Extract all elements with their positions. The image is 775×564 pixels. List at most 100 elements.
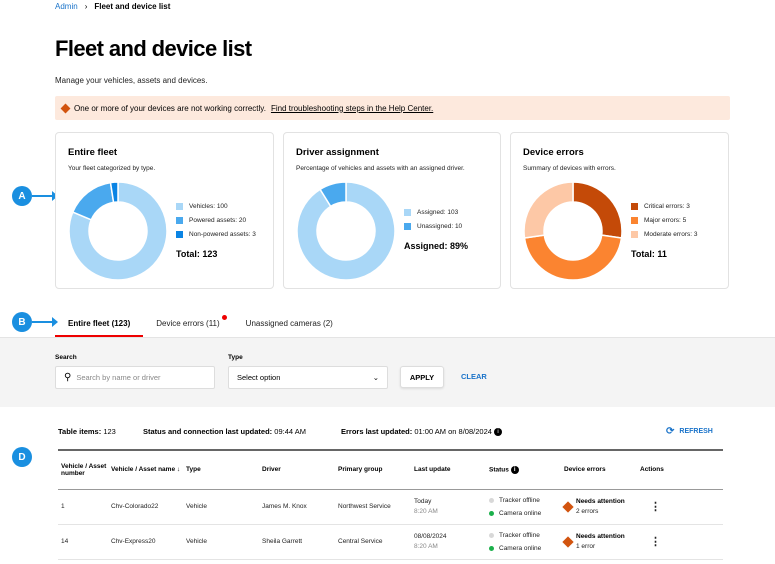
alert-banner: One or more of your devices are not work… — [55, 96, 730, 120]
card-title: Driver assignment — [296, 147, 379, 158]
card-title: Device errors — [523, 147, 584, 158]
refresh-icon: ⟳ — [666, 426, 675, 437]
donut-segment — [109, 181, 119, 204]
tab-device-errors[interactable]: Device errors (11) — [143, 312, 232, 337]
card-device-errors: Device errors Summary of devices with er… — [510, 132, 729, 289]
type-select[interactable]: Select option ⌄ — [228, 366, 388, 389]
card-description: Percentage of vehicles and assets with a… — [296, 165, 465, 172]
donut-segment — [71, 181, 115, 221]
update-date: 08/08/2024 — [414, 533, 447, 540]
col-asset-name[interactable]: Vehicle / Asset name ↓ — [108, 450, 183, 490]
chevron-right-icon: › — [84, 2, 88, 11]
last-update: Today 8:20 AM — [411, 489, 486, 525]
warning-icon — [562, 500, 574, 513]
card-description: Your fleet categorized by type. — [68, 165, 156, 172]
error-count[interactable]: 1 error — [576, 543, 596, 550]
donut-chart — [296, 181, 396, 281]
camera-status: Camera online — [499, 509, 542, 517]
info-icon[interactable]: i — [494, 428, 503, 437]
update-date: Today — [414, 498, 432, 505]
donut-segment — [572, 181, 623, 239]
info-label: Status and connection last updated: — [143, 427, 273, 436]
error-status: Needs attention — [576, 533, 625, 540]
device-errors: Needs attention 2 errors — [561, 489, 637, 525]
donut-segment — [296, 181, 396, 281]
legend-label: Unassigned: 10 — [417, 222, 463, 230]
legend-label: Vehicles: 100 — [189, 202, 228, 210]
info-icon[interactable]: i — [510, 465, 519, 474]
driver: James M. Knox — [259, 489, 335, 525]
arrow-icon — [32, 191, 58, 201]
device-errors: Needs attention 1 error — [561, 524, 637, 560]
actions: ⋮ — [637, 524, 723, 560]
marker-a: A — [12, 186, 32, 206]
info-value: 01:00 AM on 8/08/2024 — [414, 427, 492, 436]
col-device-errors: Device errors — [561, 450, 637, 490]
legend-item: Major errors: 5 — [631, 213, 697, 227]
offline-dot-icon — [489, 497, 494, 503]
clear-button[interactable]: CLEAR — [461, 372, 487, 381]
offline-dot-icon — [489, 532, 494, 538]
legend-label: Moderate errors: 3 — [644, 230, 698, 238]
update-time: 8:20 AM — [414, 508, 438, 515]
donut-segment — [523, 234, 623, 281]
col-type: Type — [183, 450, 259, 490]
legend-label: Major errors: 5 — [644, 216, 687, 224]
warning-icon — [60, 103, 71, 113]
fleet-table: Vehicle / Asset number Vehicle / Asset n… — [58, 449, 723, 560]
more-vertical-icon[interactable]: ⋮ — [650, 501, 661, 513]
primary-group: Central Service — [335, 524, 411, 560]
info-value: 123 — [103, 427, 116, 436]
asset-number: 14 — [58, 524, 108, 560]
col-asset-number[interactable]: Vehicle / Asset number — [58, 450, 108, 490]
col-status: Status i — [486, 450, 561, 490]
apply-button[interactable]: APPLY — [400, 366, 444, 388]
breadcrumb-current: Fleet and device list — [94, 2, 171, 11]
card-title: Entire fleet — [68, 147, 118, 158]
legend-item: Assigned: 103 — [404, 205, 468, 219]
legend-label: Powered assets: 20 — [189, 216, 247, 224]
asset-type: Vehicle — [183, 489, 259, 525]
status: Tracker offline Camera online — [486, 489, 561, 525]
search-icon: ⚲ — [64, 372, 72, 383]
error-count[interactable]: 2 errors — [576, 508, 599, 515]
warning-icon — [562, 535, 574, 548]
donut-segment — [319, 181, 347, 208]
search-label: Search — [55, 354, 77, 361]
errors-updated-info: Errors last updated: 01:00 AM on 8/08/20… — [341, 427, 503, 437]
tab-entire-fleet[interactable]: Entire fleet (123) — [55, 312, 144, 337]
tracker-status: Tracker offline — [499, 496, 540, 504]
table-row[interactable]: 14 Chv-Express20 Vehicle Sheila Garrett … — [58, 524, 723, 560]
refresh-button[interactable]: ⟳ REFRESH — [666, 426, 713, 437]
asset-number: 1 — [58, 489, 108, 525]
sort-down-icon: ↓ — [176, 466, 181, 474]
tab-label: Device errors (11) — [156, 319, 220, 328]
legend-label: Critical errors: 3 — [644, 202, 690, 210]
more-vertical-icon[interactable]: ⋮ — [650, 536, 661, 548]
asset-name: Chv-Express20 — [108, 524, 183, 560]
chevron-down-icon: ⌄ — [372, 373, 379, 382]
tab-bar: Entire fleet (123) Device errors (11) Un… — [55, 312, 346, 337]
chart-total: Assigned: 89% — [404, 241, 469, 251]
page-title: Fleet and device list — [55, 36, 252, 61]
info-value: 09:44 AM — [274, 427, 306, 436]
col-primary-group: Primary group — [335, 450, 411, 490]
col-label: Vehicle / Asset name — [111, 466, 176, 474]
legend-label: Assigned: 103 — [417, 208, 459, 216]
legend-swatch — [176, 230, 183, 238]
search-input[interactable]: ⚲ Search by name or driver — [55, 366, 215, 389]
legend-swatch — [631, 202, 638, 210]
card-entire-fleet: Entire fleet Your fleet categorized by t… — [55, 132, 274, 289]
chart-legend: Assigned: 103 Unassigned: 10 Assigned: 8… — [404, 205, 468, 251]
tracker-status: Tracker offline — [499, 531, 540, 539]
table-row[interactable]: 1 Chv-Colorado22 Vehicle James M. Knox N… — [58, 489, 723, 525]
col-driver: Driver — [259, 450, 335, 490]
breadcrumb-admin-link[interactable]: Admin — [55, 2, 78, 11]
tab-unassigned-cameras[interactable]: Unassigned cameras (2) — [245, 319, 333, 328]
breadcrumb: Admin › Fleet and device list — [55, 2, 170, 11]
update-time: 8:20 AM — [414, 543, 438, 550]
legend-label: Non-powered assets: 3 — [189, 230, 256, 238]
help-center-link[interactable]: Find troubleshooting steps in the Help C… — [270, 103, 434, 113]
status: Tracker offline Camera online — [486, 524, 561, 560]
status-updated-info: Status and connection last updated: 09:4… — [143, 427, 306, 436]
